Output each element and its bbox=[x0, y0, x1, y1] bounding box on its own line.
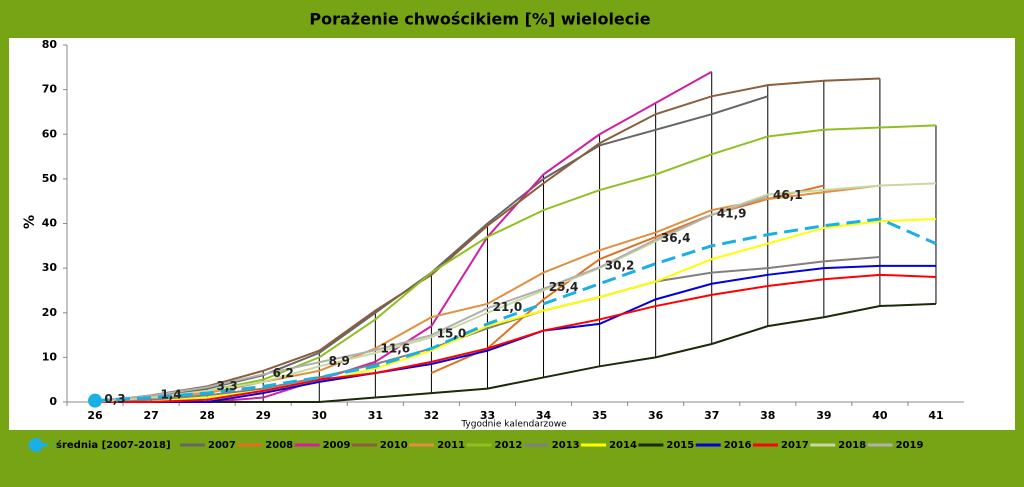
series-line bbox=[94, 255, 880, 403]
chart-title: Porażenie chwościkiem [%] wielolecie bbox=[309, 10, 650, 29]
y-tick-label: 80 bbox=[42, 38, 58, 51]
legend-label: średnia [2007-2018] bbox=[56, 439, 171, 451]
legend-label: 2009 bbox=[323, 440, 351, 451]
series-line bbox=[95, 218, 937, 403]
x-tick-label: 34 bbox=[536, 409, 552, 422]
data-label: 21,0 bbox=[493, 300, 523, 314]
x-tick-label: 35 bbox=[592, 409, 607, 422]
data-label: 30,2 bbox=[605, 259, 635, 273]
legend-label: 2008 bbox=[265, 440, 293, 451]
y-tick-label: 20 bbox=[42, 306, 58, 319]
data-label: 25,4 bbox=[549, 280, 579, 294]
legend-label: 2015 bbox=[666, 440, 694, 451]
legend-label: 2018 bbox=[838, 440, 866, 451]
legend-label: 2017 bbox=[781, 440, 809, 451]
series-line bbox=[95, 264, 936, 403]
x-tick-label: 27 bbox=[143, 409, 158, 422]
data-label: 0,3 bbox=[104, 392, 125, 406]
x-tick-label: 33 bbox=[480, 409, 495, 422]
y-axis-label: % bbox=[22, 215, 38, 229]
x-tick-label: 37 bbox=[704, 409, 719, 422]
y-tick-label: 60 bbox=[42, 127, 58, 140]
x-tick-label: 26 bbox=[87, 409, 103, 422]
series-marker bbox=[88, 393, 103, 408]
data-label: 11,6 bbox=[381, 342, 411, 356]
legend-label: 2010 bbox=[380, 440, 408, 451]
y-tick-label: 40 bbox=[42, 217, 58, 230]
legend-label: 2007 bbox=[208, 440, 236, 451]
series-line bbox=[95, 273, 937, 403]
series-line bbox=[94, 124, 937, 403]
series-line bbox=[94, 195, 769, 402]
x-tick-label: 28 bbox=[200, 409, 215, 422]
x-tick-label: 40 bbox=[872, 409, 888, 422]
series-line bbox=[94, 182, 937, 403]
series-line bbox=[94, 77, 880, 403]
legend-label: 2012 bbox=[495, 440, 523, 451]
series-line bbox=[95, 302, 937, 403]
x-tick-label: 41 bbox=[928, 409, 943, 422]
y-tick-label: 70 bbox=[42, 83, 58, 96]
x-axis-label: Tygodnie kalendarzowe bbox=[460, 420, 567, 430]
x-tick-label: 32 bbox=[424, 409, 439, 422]
y-tick-label: 10 bbox=[42, 350, 58, 363]
data-label: 3,3 bbox=[217, 379, 238, 393]
series-line bbox=[94, 217, 937, 403]
x-tick-label: 29 bbox=[256, 409, 271, 422]
data-label: 41,9 bbox=[717, 207, 747, 221]
x-tick-label: 30 bbox=[312, 409, 328, 422]
legend-label: 2011 bbox=[437, 440, 465, 451]
data-label: 15,0 bbox=[437, 327, 467, 341]
data-label: 6,2 bbox=[273, 366, 294, 380]
data-label: 36,4 bbox=[661, 231, 691, 245]
x-tick-label: 36 bbox=[648, 409, 664, 422]
x-tick-label: 38 bbox=[760, 409, 775, 422]
x-tick-label: 31 bbox=[368, 409, 383, 422]
data-label: 1,4 bbox=[160, 387, 181, 401]
data-label: 8,9 bbox=[329, 354, 350, 368]
x-tick-label: 39 bbox=[816, 409, 831, 422]
legend-label: 2019 bbox=[896, 440, 924, 451]
y-tick-label: 30 bbox=[42, 261, 58, 274]
legend-label: 2013 bbox=[552, 440, 580, 451]
y-tick-label: 0 bbox=[49, 395, 57, 408]
y-tick-label: 50 bbox=[42, 172, 58, 185]
legend-label: 2016 bbox=[724, 440, 752, 451]
legend-label: 2014 bbox=[609, 440, 637, 451]
plot-panel bbox=[9, 38, 1015, 430]
data-label: 46,1 bbox=[773, 188, 803, 202]
legend-marker bbox=[29, 438, 43, 452]
